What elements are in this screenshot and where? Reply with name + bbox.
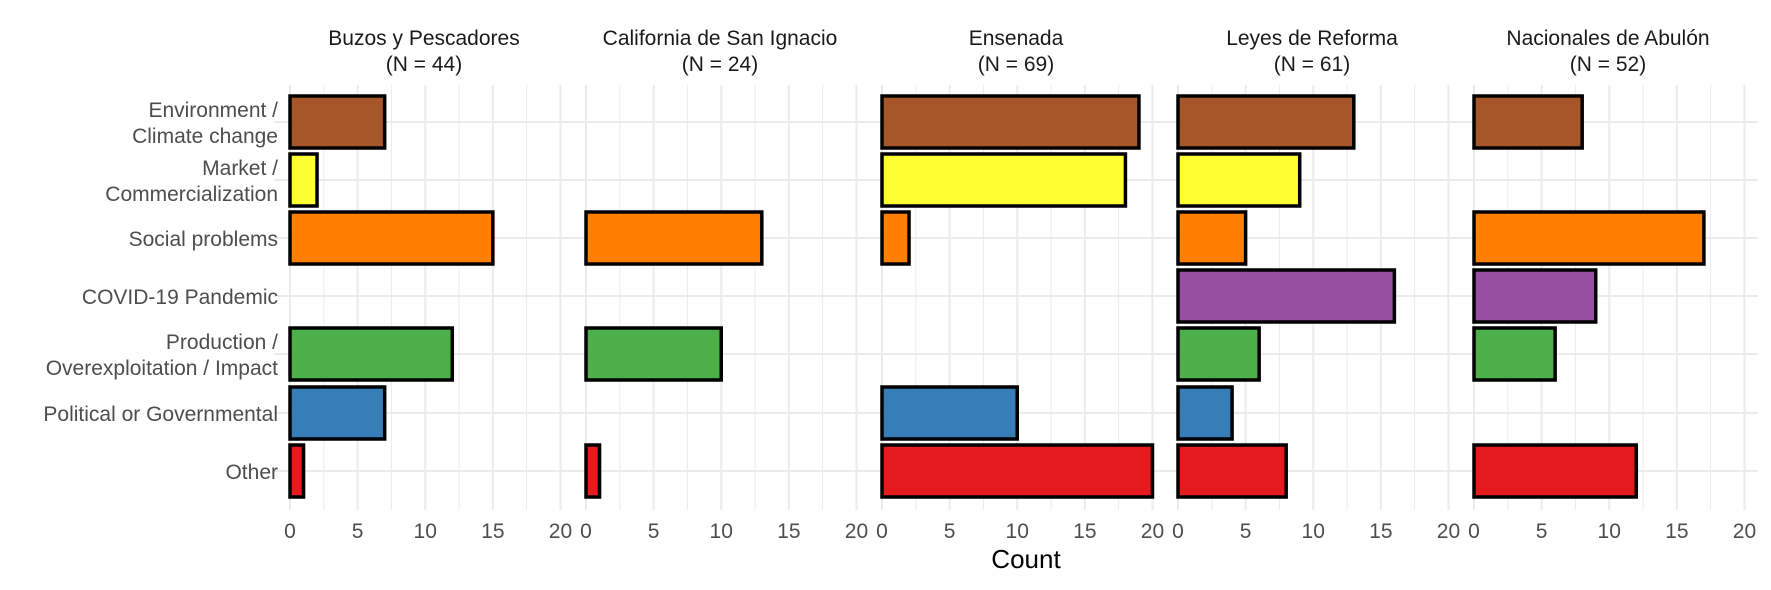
x-tick-label: 15 — [1369, 520, 1392, 543]
y-category-label: Production / Overexploitation / Impact — [46, 331, 278, 380]
bar — [584, 443, 602, 499]
x-tick-label: 20 — [845, 520, 868, 543]
bar — [1472, 94, 1584, 150]
bar — [1176, 443, 1288, 499]
x-tick-label: 10 — [1598, 520, 1621, 543]
bar — [1472, 268, 1598, 324]
x-tick-label: 10 — [710, 520, 733, 543]
x-tick-label: 10 — [414, 520, 437, 543]
label-layer: 0 5 10 15 20 Buzos y Pescadores (N = 44) 0 5 10 15… — [43, 27, 1756, 543]
facet-title: Nacionales de Abulón — [1506, 27, 1709, 50]
bar — [1472, 210, 1706, 266]
facet-subtitle: (N = 52) — [1570, 53, 1646, 76]
x-tick-label: 15 — [1073, 520, 1096, 543]
x-tick-label: 15 — [481, 520, 504, 543]
x-tick-label: 15 — [777, 520, 800, 543]
x-tick-label: 20 — [1141, 520, 1164, 543]
x-tick-label: 5 — [648, 520, 660, 543]
y-category-label-line: Overexploitation / Impact — [46, 357, 278, 380]
x-tick-label: 5 — [1536, 520, 1548, 543]
y-category-label-line: Environment / — [148, 99, 278, 122]
facet-title: Leyes de Reforma — [1226, 27, 1398, 50]
x-tick-label: 5 — [944, 520, 956, 543]
bar — [880, 94, 1141, 150]
bar — [1472, 443, 1639, 499]
facet-title: Buzos y Pescadores — [328, 27, 519, 50]
y-category-label: Market / Commercialization — [105, 157, 278, 206]
y-category-label-line: Social problems — [129, 228, 278, 251]
bar — [1176, 94, 1356, 150]
bar — [1176, 385, 1234, 441]
x-tick-label: 0 — [580, 520, 592, 543]
bar — [880, 443, 1155, 499]
x-tick-label: 0 — [1172, 520, 1184, 543]
bar — [880, 385, 1019, 441]
facet-subtitle: (N = 44) — [386, 53, 462, 76]
y-category-label: COVID-19 Pandemic — [82, 286, 278, 309]
y-category-label-line: COVID-19 Pandemic — [82, 286, 278, 309]
bar — [584, 210, 764, 266]
y-category-label: Other — [225, 461, 278, 484]
y-category-label: Political or Governmental — [43, 403, 278, 426]
x-tick-label: 15 — [1665, 520, 1688, 543]
facet-title: California de San Ignacio — [603, 27, 838, 50]
y-category-label: Social problems — [129, 228, 278, 251]
x-tick-label: 5 — [352, 520, 364, 543]
y-category-label: Environment / Climate change — [132, 99, 278, 148]
bar — [288, 152, 319, 208]
facet-title: Ensenada — [969, 27, 1064, 50]
bar — [584, 326, 723, 382]
facet-subtitle: (N = 61) — [1274, 53, 1350, 76]
y-category-label-line: Other — [225, 461, 278, 484]
x-tick-label: 10 — [1006, 520, 1029, 543]
bar — [1176, 326, 1261, 382]
bar — [288, 94, 387, 150]
y-category-label-line: Climate change — [132, 125, 278, 148]
bar-layer — [288, 94, 1706, 499]
bar — [288, 385, 387, 441]
bar — [288, 326, 455, 382]
y-category-label-line: Commercialization — [105, 183, 278, 206]
x-tick-label: 0 — [876, 520, 888, 543]
bar — [288, 443, 306, 499]
x-tick-label: 5 — [1240, 520, 1252, 543]
y-category-label-line: Market / — [202, 157, 278, 180]
facet-subtitle: (N = 24) — [682, 53, 758, 76]
bar — [1176, 152, 1302, 208]
bar — [880, 152, 1128, 208]
x-tick-label: 0 — [1468, 520, 1480, 543]
y-category-label-line: Production / — [166, 331, 278, 354]
bar — [880, 210, 911, 266]
bar — [288, 210, 495, 266]
facet-subtitle: (N = 69) — [978, 53, 1054, 76]
x-tick-label: 0 — [284, 520, 296, 543]
y-category-label-line: Political or Governmental — [43, 403, 278, 426]
x-axis-title: Count — [991, 544, 1061, 574]
x-tick-label: 20 — [1733, 520, 1756, 543]
x-tick-label: 20 — [1437, 520, 1460, 543]
bar — [1472, 326, 1557, 382]
x-tick-label: 10 — [1302, 520, 1325, 543]
bar — [1176, 268, 1397, 324]
bar — [1176, 210, 1248, 266]
x-tick-label: 20 — [549, 520, 572, 543]
